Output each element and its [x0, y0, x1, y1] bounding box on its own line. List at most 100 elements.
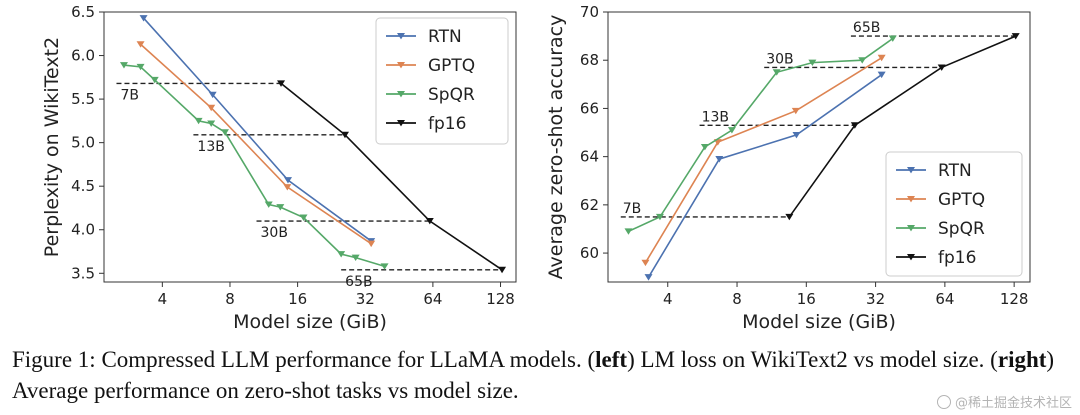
right-point-SpQR: [888, 35, 897, 42]
right-y-tick-label: 70: [580, 3, 599, 21]
right-point-RTN: [792, 131, 801, 139]
left-point-SpQR: [136, 63, 145, 71]
left-point-SpQR: [380, 263, 389, 270]
right-point-SpQR: [700, 144, 709, 151]
right-legend: RTN GPTQ SpQR fp16: [885, 151, 1023, 277]
left-point-GPTQ: [367, 240, 376, 248]
right-point-GPTQ: [877, 54, 886, 62]
chart-panel-left: 4 8 16 32 64 128 3.5 4.0 4.5 5.0 5.5 6.0 6.5 Model si…: [41, 3, 517, 333]
left-legend-label-RTN: RTN: [428, 27, 462, 47]
left-y-tick-label: 3.5: [71, 264, 95, 282]
left-point-SpQR: [276, 204, 285, 211]
left-x-tick-label: 128: [486, 290, 515, 308]
left-legend-marker-GPTQ: [397, 62, 405, 69]
right-series-line-GPTQ: [644, 57, 883, 264]
left-y-axis-label: Perplexity on WikiText2: [41, 37, 63, 257]
watermark-logo-icon: [936, 394, 951, 409]
left-ref-label-13B: 13B: [197, 139, 224, 155]
right-x-axis-label: Model size (GiB): [742, 311, 896, 333]
right-y-tick-label: 66: [580, 99, 599, 117]
right-point-SpQR: [772, 69, 781, 76]
right-ref-label-65B: 65B: [853, 20, 880, 36]
right-series-line-RTN: [647, 74, 883, 278]
left-legend: RTN GPTQ SpQR fp16: [375, 17, 509, 145]
right-point-SpQR: [858, 57, 867, 64]
right-legend-marker-SpQR: [907, 225, 915, 232]
right-point-RTN: [644, 274, 653, 281]
right-legend-box: [885, 151, 1023, 277]
figure-canvas: 4 8 16 32 64 128 3.5 4.0 4.5 5.0 5.5 6.0 6.5 Model si…: [41, 3, 1031, 333]
left-legend-label-GPTQ: GPTQ: [428, 56, 475, 76]
left-x-tick-label: 32: [356, 290, 375, 308]
right-point-SpQR: [624, 228, 633, 235]
left-point-fp16: [498, 266, 507, 274]
left-point-GPTQ: [136, 41, 145, 48]
caption-text-2: ) LM loss on WikiText2 vs model size. (: [627, 347, 998, 372]
right-legend-label-RTN: RTN: [938, 161, 972, 181]
right-point-SpQR: [655, 213, 664, 221]
right-point-GPTQ: [791, 107, 800, 115]
right-legend-label-GPTQ: GPTQ: [938, 190, 985, 210]
left-point-SpQR: [220, 129, 229, 136]
right-point-RTN: [877, 71, 886, 79]
right-point-GPTQ: [641, 259, 650, 267]
figure-caption: Figure 1: Compressed LLM performance for…: [12, 344, 1072, 406]
right-y-tick-label: 60: [580, 244, 599, 262]
right-legend-marker-GPTQ: [907, 196, 915, 203]
watermark-text: @稀土掘金技术社区: [954, 396, 1072, 411]
right-x-tick-label: 32: [866, 290, 885, 308]
left-point-SpQR: [207, 120, 216, 127]
left-legend-box: [375, 17, 509, 145]
left-point-SpQR: [150, 76, 159, 84]
watermark: @稀土掘金技术社区: [936, 392, 1072, 411]
right-ref-label-7B: 7B: [623, 201, 642, 217]
left-ref-label-30B: 30B: [261, 225, 288, 241]
left-point-SpQR: [351, 254, 360, 262]
right-legend-marker-RTN: [907, 167, 915, 174]
right-legend-marker-fp16: [907, 254, 915, 261]
caption-text-1: Figure 1: Compressed LLM performance for…: [12, 347, 596, 372]
left-legend-label-SpQR: SpQR: [428, 85, 475, 105]
right-point-fp16: [937, 64, 946, 71]
left-point-fp16: [425, 218, 434, 225]
left-point-SpQR: [119, 62, 128, 69]
right-point-fp16: [1011, 33, 1020, 40]
left-series-line-RTN: [142, 17, 372, 242]
left-y-tick-label: 4.0: [71, 221, 95, 239]
chart-panel-right: 4 8 16 32 64 128 60 62 64 66 68 70 Model size (GiB) A…: [545, 3, 1031, 333]
right-y-axis-label: Average zero-shot accuracy: [545, 15, 567, 280]
left-y-tick-label: 5.0: [71, 134, 95, 152]
left-point-SpQR: [299, 214, 308, 221]
right-ref-label-30B: 30B: [766, 51, 793, 67]
right-x-tick-label: 128: [1000, 290, 1029, 308]
left-point-SpQR: [194, 117, 203, 125]
left-legend-marker-fp16: [397, 120, 405, 127]
left-legend-label-fp16: fp16: [428, 114, 466, 134]
left-y-tick-label: 6.5: [71, 3, 95, 21]
left-x-tick-label: 4: [158, 290, 168, 308]
left-point-GPTQ: [207, 104, 216, 112]
right-ref-label-13B: 13B: [702, 109, 729, 125]
right-x-tick-label: 64: [935, 290, 954, 308]
left-legend-marker-SpQR: [397, 91, 405, 98]
left-point-fp16: [277, 80, 286, 87]
right-point-RTN: [715, 156, 724, 163]
left-y-tick-label: 5.5: [71, 90, 95, 108]
caption-bold-left: left: [595, 347, 628, 372]
left-point-RTN: [284, 177, 293, 184]
right-series-line-SpQR: [628, 37, 894, 233]
left-point-fp16: [340, 131, 349, 139]
left-series-line-fp16: [280, 82, 503, 271]
left-x-tick-label: 16: [288, 290, 307, 308]
right-x-tick-label: 4: [663, 290, 673, 308]
left-x-axis-label: Model size (GiB): [233, 311, 387, 333]
right-series-line-fp16: [788, 35, 1017, 218]
left-x-tick-label: 8: [225, 290, 235, 308]
right-y-tick-label: 68: [580, 51, 599, 69]
left-y-tick-label: 4.5: [71, 177, 95, 195]
left-point-SpQR: [264, 201, 273, 208]
left-ref-label-65B: 65B: [345, 274, 372, 290]
right-point-fp16: [785, 213, 794, 221]
right-legend-label-fp16: fp16: [938, 248, 976, 268]
right-x-tick-label: 8: [732, 290, 742, 308]
